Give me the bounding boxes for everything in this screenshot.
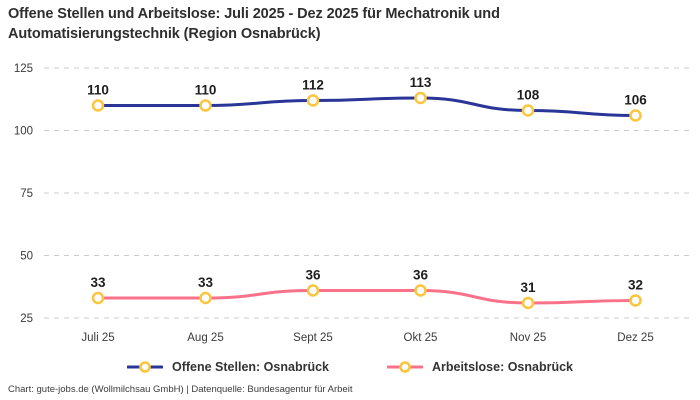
data-point-marker[interactable] (521, 104, 535, 117)
y-tick-label: 125 (14, 63, 33, 75)
data-point-label: 106 (624, 93, 647, 108)
legend-label: Arbeitslose: Osnabrück (431, 360, 573, 374)
data-point-marker[interactable] (306, 284, 320, 297)
y-tick-label: 100 (14, 126, 33, 138)
chart-footer: Chart: gute-jobs.de (Wollmilchsau GmbH) … (8, 384, 353, 395)
x-tick-label: Dez 25 (617, 332, 653, 344)
y-tick-label: 25 (20, 313, 33, 325)
legend-line-marker-icon (127, 361, 163, 373)
data-point-label: 36 (305, 268, 321, 283)
data-point-marker[interactable] (414, 284, 427, 297)
series-line (96, 96, 637, 117)
data-point-marker[interactable] (414, 91, 427, 105)
series-line (96, 288, 637, 305)
data-point-label: 33 (198, 275, 214, 290)
legend-item-arbeitslose[interactable]: Arbeitslose: Osnabrück (386, 360, 573, 374)
data-point-marker[interactable] (91, 99, 105, 112)
line-chart: 25 50 75 100 125 Juli 25 Aug 25 Sept 25 Okt 25 No… (14, 63, 690, 344)
data-point-label: 112 (302, 78, 324, 93)
x-tick-label: Juli 25 (81, 332, 114, 344)
x-tick-label: Sept 25 (293, 332, 333, 344)
legend-item-offene-stellen[interactable]: Offene Stellen: Osnabrück (127, 360, 329, 374)
chart-legend: Offene Stellen: Osnabrück Arbeitslose: Os… (0, 360, 700, 374)
data-point-label: 113 (410, 75, 432, 90)
y-tick-label: 75 (20, 188, 33, 200)
data-point-label: 32 (628, 278, 643, 293)
data-point-label: 108 (517, 88, 540, 103)
chart-title: Offene Stellen und Arbeitslose: Juli 202… (8, 6, 500, 42)
legend-line-marker-icon (386, 361, 423, 373)
data-point-marker[interactable] (306, 94, 320, 107)
data-point-marker[interactable] (521, 296, 535, 310)
data-point-label: 110 (195, 83, 217, 98)
x-tick-label: Okt 25 (404, 332, 438, 344)
legend-label: Offene Stellen: Osnabrück (172, 360, 329, 374)
data-point-label: 33 (90, 275, 106, 290)
data-point-label: 36 (413, 268, 429, 283)
data-point-marker[interactable] (91, 291, 105, 305)
x-tick-label: Nov 25 (510, 332, 546, 344)
data-point-label: 31 (520, 280, 536, 295)
data-point-marker[interactable] (629, 109, 642, 122)
data-point-marker[interactable] (199, 291, 212, 305)
data-point-marker[interactable] (629, 294, 642, 307)
data-point-label: 110 (87, 83, 109, 98)
data-point-marker[interactable] (199, 99, 212, 112)
x-tick-label: Aug 25 (187, 332, 223, 344)
y-tick-label: 50 (20, 251, 33, 263)
